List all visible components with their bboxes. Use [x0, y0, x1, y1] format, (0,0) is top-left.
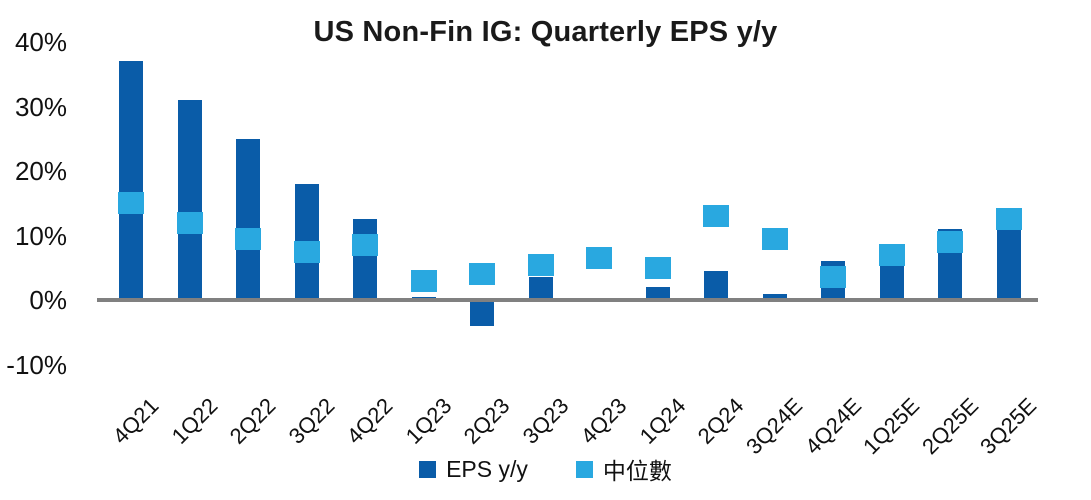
- y-tick-label: 40%: [14, 27, 67, 57]
- x-tick-label: 4Q22: [341, 393, 398, 449]
- median-marker-1Q24: [644, 256, 671, 279]
- y-tick-label: 30%: [14, 91, 67, 122]
- x-tick-label: 3Q23: [517, 393, 574, 449]
- x-tick-label: 1Q24: [634, 393, 691, 449]
- median-legend-swatch-icon: [575, 460, 593, 478]
- x-tick-label: 4Q23: [575, 393, 632, 449]
- median-marker-4Q24E: [820, 266, 846, 289]
- eps-bar-3Q24E: [762, 293, 787, 300]
- eps-legend-label: EPS y/y: [446, 455, 528, 482]
- x-tick-label: 3Q25E: [975, 393, 1042, 460]
- chart-title: US Non-Fin IG: Quarterly EPS y/y: [313, 16, 778, 48]
- legend: EPS y/y 中位數: [0, 453, 1091, 485]
- y-tick-label: 0%: [29, 285, 67, 315]
- eps-bar-1Q25E: [879, 264, 904, 300]
- y-tick-label: 10%: [14, 220, 67, 251]
- median-marker-4Q21: [118, 192, 144, 215]
- eps-bar-3Q25E: [996, 229, 1021, 300]
- median-marker-3Q22: [293, 240, 320, 263]
- median-marker-2Q24: [703, 205, 729, 228]
- x-tick-label: 3Q24E: [741, 393, 808, 460]
- eps-bar-4Q22: [353, 219, 377, 300]
- median-marker-3Q25E: [995, 208, 1022, 231]
- eps-bar-1Q22: [177, 100, 202, 300]
- eps-bar-4Q21: [119, 61, 143, 300]
- eps-bar-2Q24: [704, 270, 728, 300]
- zero-axis-line: [97, 298, 1038, 302]
- eps-bar-1Q24: [645, 287, 670, 300]
- y-axis-labels: 40% 30% 20% 10% 0% -10%: [0, 0, 67, 420]
- eps-legend-swatch-icon: [419, 460, 437, 478]
- y-tick-label: 20%: [14, 156, 67, 186]
- median-marker-2Q25E: [937, 230, 963, 253]
- x-tick-label: 2Q23: [458, 393, 515, 449]
- x-tick-label: 1Q22: [166, 393, 223, 449]
- y-tick-label: -10%: [6, 349, 67, 380]
- eps-bar-3Q23: [528, 277, 553, 300]
- legend-item-median: 中位數: [575, 452, 672, 486]
- x-tick-label: 2Q22: [224, 393, 281, 449]
- x-tick-label: 4Q24E: [799, 393, 866, 460]
- x-tick-label: 1Q23: [400, 393, 457, 449]
- x-tick-label: 4Q21: [107, 393, 164, 449]
- x-tick-label: 3Q22: [283, 393, 340, 449]
- median-marker-2Q23: [469, 263, 495, 286]
- median-marker-1Q22: [176, 211, 203, 234]
- eps-bar-2Q22: [236, 138, 260, 300]
- median-marker-1Q23: [410, 269, 437, 292]
- median-legend-label: 中位數: [602, 458, 672, 484]
- x-tick-label: 1Q25E: [858, 393, 925, 460]
- median-marker-4Q22: [352, 234, 378, 257]
- median-marker-3Q23: [527, 253, 554, 276]
- median-marker-4Q23: [586, 247, 612, 270]
- median-marker-2Q22: [235, 227, 261, 250]
- median-marker-1Q25E: [878, 243, 905, 266]
- legend-item-eps: EPS y/y: [419, 456, 528, 483]
- x-tick-label: 2Q25E: [916, 393, 983, 460]
- median-marker-3Q24E: [761, 227, 788, 250]
- eps-bar-2Q23: [470, 300, 494, 326]
